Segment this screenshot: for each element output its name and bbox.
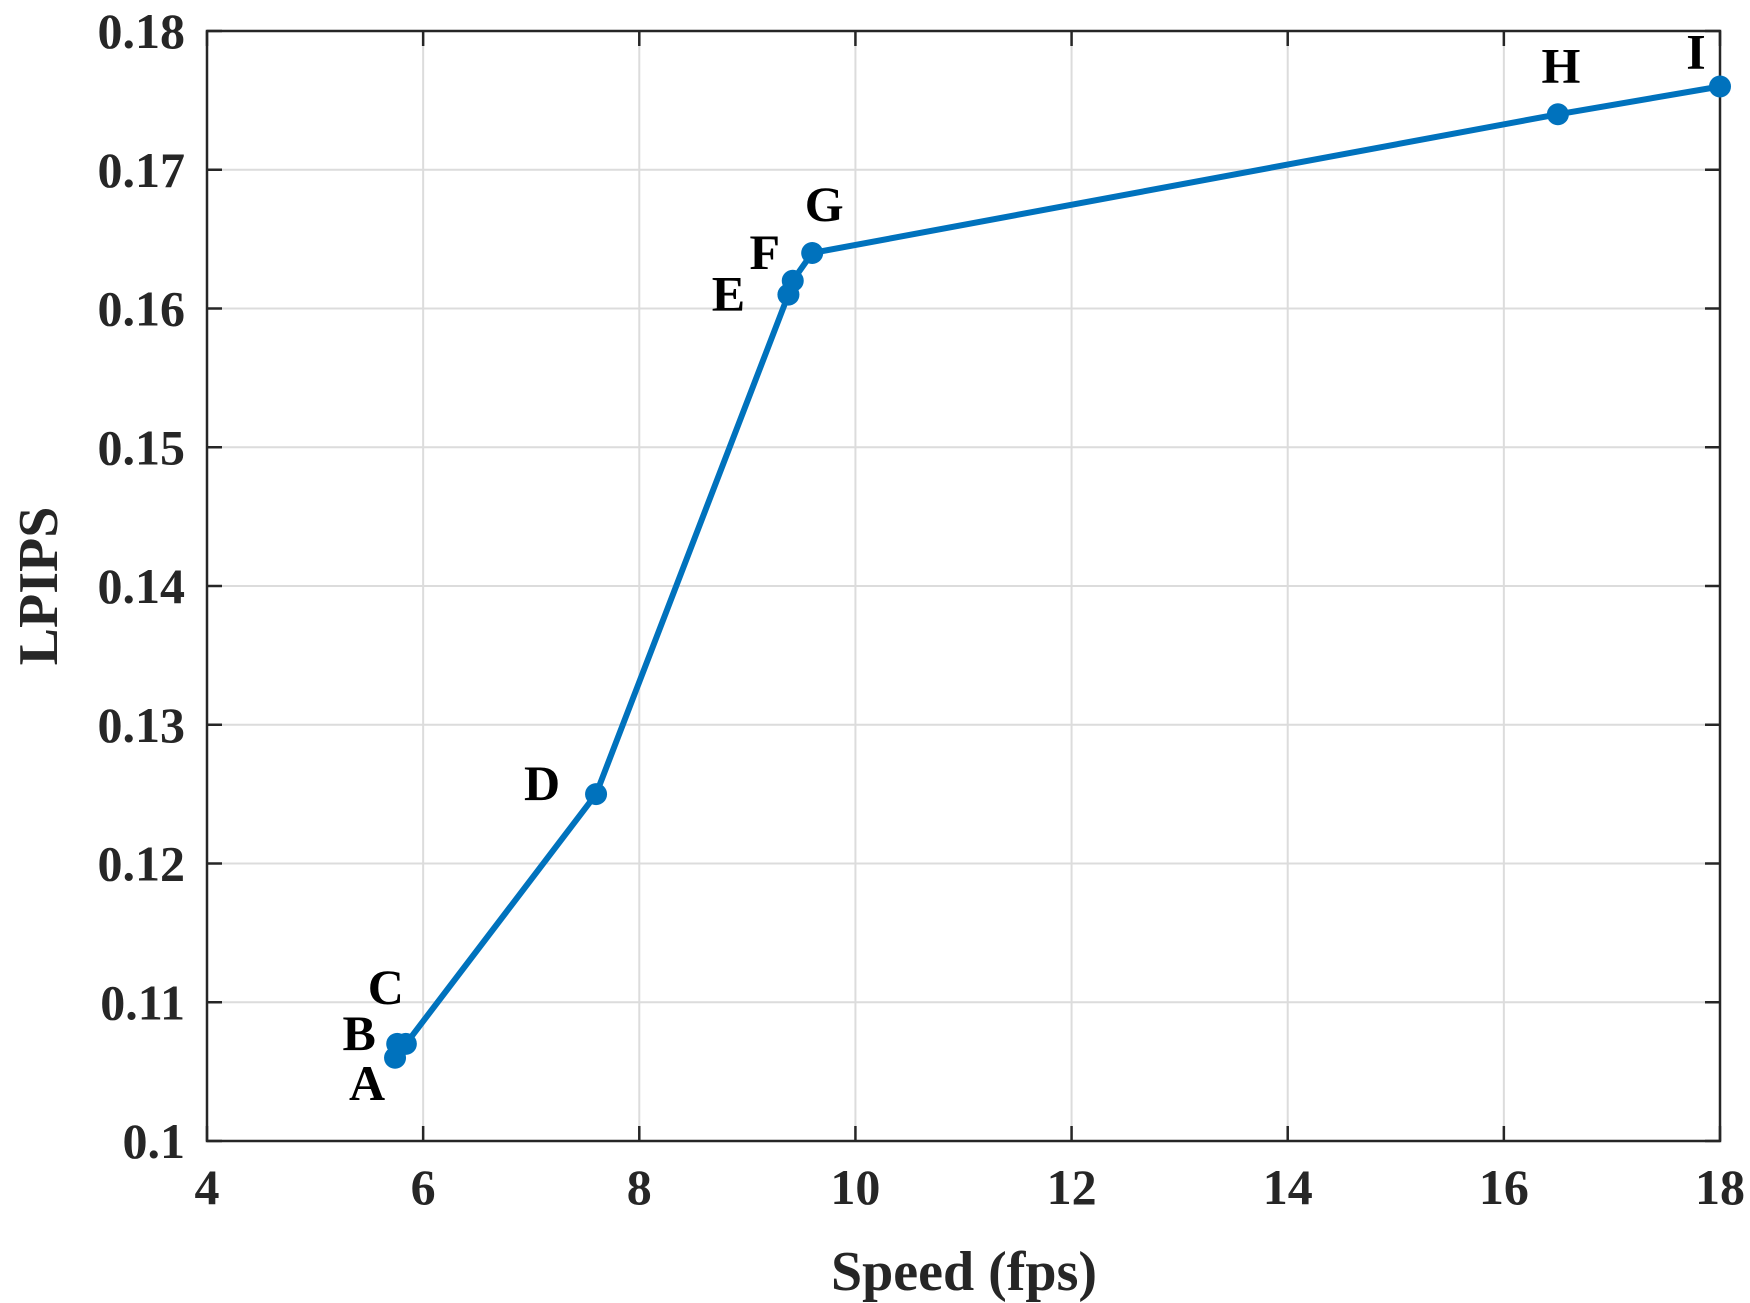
- series-group: [384, 75, 1731, 1069]
- y-axis-label: LPIPS: [8, 507, 70, 666]
- point-label-f: F: [749, 224, 780, 280]
- y-tick-label: 0.11: [100, 974, 185, 1030]
- data-point-c: [394, 1032, 417, 1055]
- y-tick-label: 0.17: [98, 142, 186, 198]
- point-label-a: A: [349, 1055, 385, 1111]
- y-tick-label: 0.15: [98, 419, 186, 475]
- point-labels: ABC D EFG H I: [343, 24, 1706, 1111]
- y-tick-label: 0.18: [98, 3, 186, 59]
- y-tick-label: 0.12: [98, 836, 186, 892]
- data-point-d: [585, 783, 608, 806]
- data-point-f: [781, 269, 804, 292]
- x-tick-label: 16: [1479, 1159, 1529, 1215]
- y-tick-label: 0.14: [98, 558, 186, 614]
- data-point-g: [801, 242, 824, 264]
- point-label-b: B: [343, 1005, 376, 1061]
- x-tick-label: 12: [1047, 1159, 1097, 1215]
- data-point-i: [1709, 75, 1731, 98]
- tick-marks: [205, 29, 1722, 1143]
- y-tick-label: 0.16: [98, 281, 186, 337]
- y-tick-labels: 0.1 0.11 0.12 0.13 0.14 0.15 0.16 0.17 0.18: [98, 3, 186, 1169]
- point-label-c: C: [368, 959, 404, 1015]
- x-axis-label: Speed (fps): [831, 1241, 1097, 1303]
- data-point-h: [1546, 103, 1569, 126]
- y-tick-label: 0.1: [123, 1113, 186, 1169]
- point-label-i: I: [1686, 24, 1705, 80]
- point-label-g: G: [805, 176, 844, 232]
- point-label-d: D: [524, 755, 560, 811]
- x-tick-label: 14: [1263, 1159, 1313, 1215]
- grid-lines: [207, 31, 1720, 1141]
- x-tick-labels: 4 6 8 10 12 14 16 18: [195, 1159, 1746, 1215]
- x-tick-label: 10: [830, 1159, 880, 1215]
- point-label-h: H: [1541, 37, 1580, 93]
- x-tick-label: 18: [1695, 1159, 1745, 1215]
- x-tick-label: 4: [195, 1159, 220, 1215]
- point-label-e: E: [712, 266, 745, 322]
- y-tick-label: 0.13: [98, 697, 186, 753]
- x-tick-label: 6: [411, 1159, 436, 1215]
- x-tick-label: 8: [627, 1159, 652, 1215]
